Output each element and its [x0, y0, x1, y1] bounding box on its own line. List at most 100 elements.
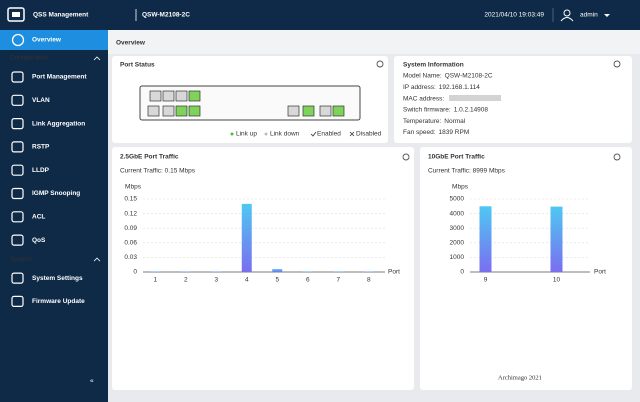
port — [147, 105, 160, 117]
nav-icon — [11, 71, 24, 83]
y-tick-label: 5000 — [450, 196, 465, 203]
nav-item[interactable]: ACL — [32, 214, 45, 221]
content-header — [108, 30, 640, 54]
nav-icon — [11, 94, 24, 106]
logo — [12, 12, 20, 17]
port — [175, 90, 188, 102]
port — [302, 105, 315, 117]
y-tick-label: 0.12 — [124, 210, 137, 217]
nav-icon — [11, 295, 24, 307]
nav-item[interactable]: Port Management — [32, 74, 87, 81]
section-caret — [93, 257, 101, 262]
section-caret — [93, 56, 101, 61]
port — [188, 90, 201, 102]
legend-label: Link up — [236, 131, 257, 138]
legend-label: Disabled — [356, 131, 382, 138]
user-name[interactable]: admin — [580, 12, 598, 19]
y-tick-label: 0.09 — [124, 225, 137, 232]
nav-icon — [11, 33, 25, 47]
x-tick-label: 2 — [184, 277, 188, 284]
refresh-button[interactable] — [613, 153, 621, 161]
port — [188, 105, 201, 117]
y-tick-label: 3000 — [450, 225, 465, 232]
nav-item[interactable]: LLDP — [32, 167, 50, 174]
nav-icon — [11, 164, 24, 176]
card — [394, 56, 632, 143]
nav-icon — [11, 117, 24, 130]
nav-section: Configuration — [10, 55, 49, 62]
x-tick-label: 9 — [484, 277, 488, 284]
port — [332, 105, 345, 117]
dropdown-caret[interactable] — [604, 14, 610, 17]
refresh-button[interactable] — [402, 153, 410, 161]
nav-item[interactable]: IGMP Snooping — [32, 190, 80, 197]
x-tick-label: 5 — [275, 277, 279, 284]
info-label: Fan speed: — [403, 129, 436, 136]
nav-icon — [11, 187, 24, 200]
refresh-icons — [376, 60, 621, 161]
y-tick-label: 0.03 — [124, 254, 137, 261]
legend-symbol — [230, 132, 234, 136]
x-axis-title: Port — [388, 269, 400, 276]
port — [287, 105, 300, 117]
card-title: System Information — [403, 62, 464, 69]
y-tick-label: 0 — [460, 269, 464, 276]
nav-section: System — [10, 256, 32, 263]
nav-icon — [11, 141, 24, 153]
y-tick-label: 0.15 — [124, 196, 137, 203]
port — [162, 90, 175, 102]
user-icon[interactable] — [563, 9, 571, 17]
card — [112, 147, 414, 390]
bar — [241, 203, 252, 272]
legend-symbol — [264, 132, 268, 136]
collapse-button[interactable]: « — [90, 378, 94, 385]
bar — [272, 269, 283, 272]
info-value: 1839 RPM — [439, 129, 470, 136]
port — [175, 105, 188, 117]
refresh-button[interactable] — [613, 60, 621, 68]
ports — [147, 90, 345, 117]
info-label: Temperature: — [403, 118, 441, 125]
y-axis-title: Mbps — [452, 184, 469, 191]
nav-item[interactable]: Overview — [32, 37, 62, 44]
y-tick-label: 1000 — [450, 254, 465, 261]
card-title: Port Status — [120, 62, 155, 69]
chart-title: 10GbE Port Traffic — [428, 154, 485, 161]
refresh-button[interactable] — [376, 60, 384, 68]
y-tick-label: 4000 — [450, 210, 465, 217]
blurred-mac — [449, 95, 501, 101]
x-tick-label: 3 — [214, 277, 218, 284]
nav-item[interactable]: Link Aggregation — [32, 120, 85, 127]
port — [162, 105, 175, 117]
info-label: MAC address: — [403, 95, 444, 102]
y-tick-label: 0.06 — [124, 240, 137, 247]
legend-label: Enabled — [317, 131, 341, 138]
info-label: Model Name: — [403, 73, 442, 80]
x-tick-label: 4 — [245, 277, 249, 284]
y-axis-title: Mbps — [125, 184, 142, 191]
legend-symbol — [310, 131, 317, 137]
page-title: Overview — [116, 40, 146, 47]
nav-item[interactable]: Firmware Update — [32, 298, 85, 305]
chart-title: 2.5GbE Port Traffic — [120, 154, 179, 161]
user-icon[interactable] — [560, 17, 574, 22]
nav-item[interactable]: VLAN — [32, 97, 50, 104]
y-tick-label: 2000 — [450, 240, 465, 247]
nav-item[interactable]: RSTP — [32, 144, 50, 151]
info-value: 1.0.2.14908 — [454, 107, 489, 114]
datetime: 2021/04/10 19:03:49 — [484, 12, 544, 19]
x-axis-title: Port — [594, 269, 606, 276]
y-tick-label: 0 — [133, 269, 137, 276]
x-tick-label: 10 — [553, 277, 561, 284]
device-model: QSW-M2108-2C — [142, 12, 190, 19]
info-label: IP address: — [403, 84, 436, 91]
x-tick-label: 1 — [153, 277, 157, 284]
watermark: Archimago 2021 — [498, 374, 542, 381]
active-nav-item[interactable] — [0, 30, 108, 50]
info-value: 192.168.1.114 — [439, 84, 480, 91]
x-tick-label: 8 — [367, 277, 371, 284]
nav-item[interactable]: QoS — [32, 237, 46, 244]
info-value: Normal — [444, 118, 466, 125]
nav-item[interactable]: System Settings — [32, 275, 83, 282]
